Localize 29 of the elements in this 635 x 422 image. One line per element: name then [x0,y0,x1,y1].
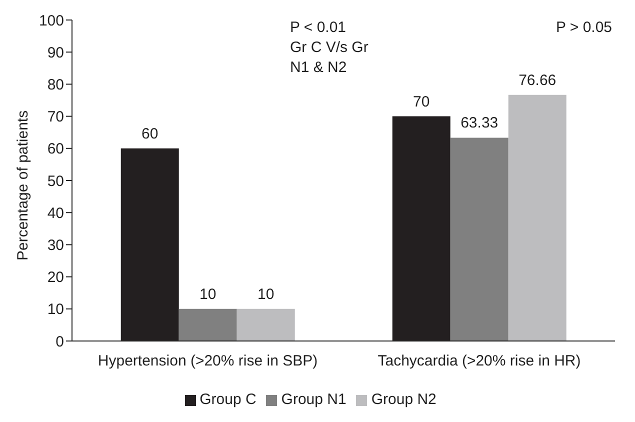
x-tick-label: Hypertension (>20% rise in SBP) [98,352,318,370]
y-tick-label: 60 [47,140,64,158]
y-tick-label: 100 [38,12,64,30]
y-tick-label: 0 [56,333,64,350]
y-tick-label: 10 [47,301,64,318]
annotation: P < 0.01 Gr C V/s Gr N1 & N2 [290,18,370,78]
legend-label: Group N2 [371,391,436,408]
bar [450,138,508,341]
data-label: 10 [200,286,216,303]
y-tick-label: 70 [47,108,64,126]
x-tick-label: Tachycardia (>20% rise in HR) [378,352,581,370]
bar [508,94,566,341]
y-tick-label: 20 [47,269,64,286]
y-tick-label: 40 [47,204,64,222]
legend-label: Group C [200,391,256,408]
y-axis-title: Percentage of patients [14,110,32,260]
data-label: 10 [258,286,274,303]
bar [178,308,237,341]
data-label: 63.33 [460,114,498,132]
annotation: P > 0.05 [556,18,614,38]
data-label: 70 [413,93,430,110]
bar [236,308,295,341]
y-tick-label: 90 [47,44,64,62]
data-label: 60 [142,125,158,142]
y-tick-label: 30 [47,237,64,254]
y-tick-label: 50 [47,172,64,190]
legend-label: Group N1 [281,391,346,408]
y-tick-label: 80 [47,76,64,94]
data-label: 76.66 [518,72,556,89]
